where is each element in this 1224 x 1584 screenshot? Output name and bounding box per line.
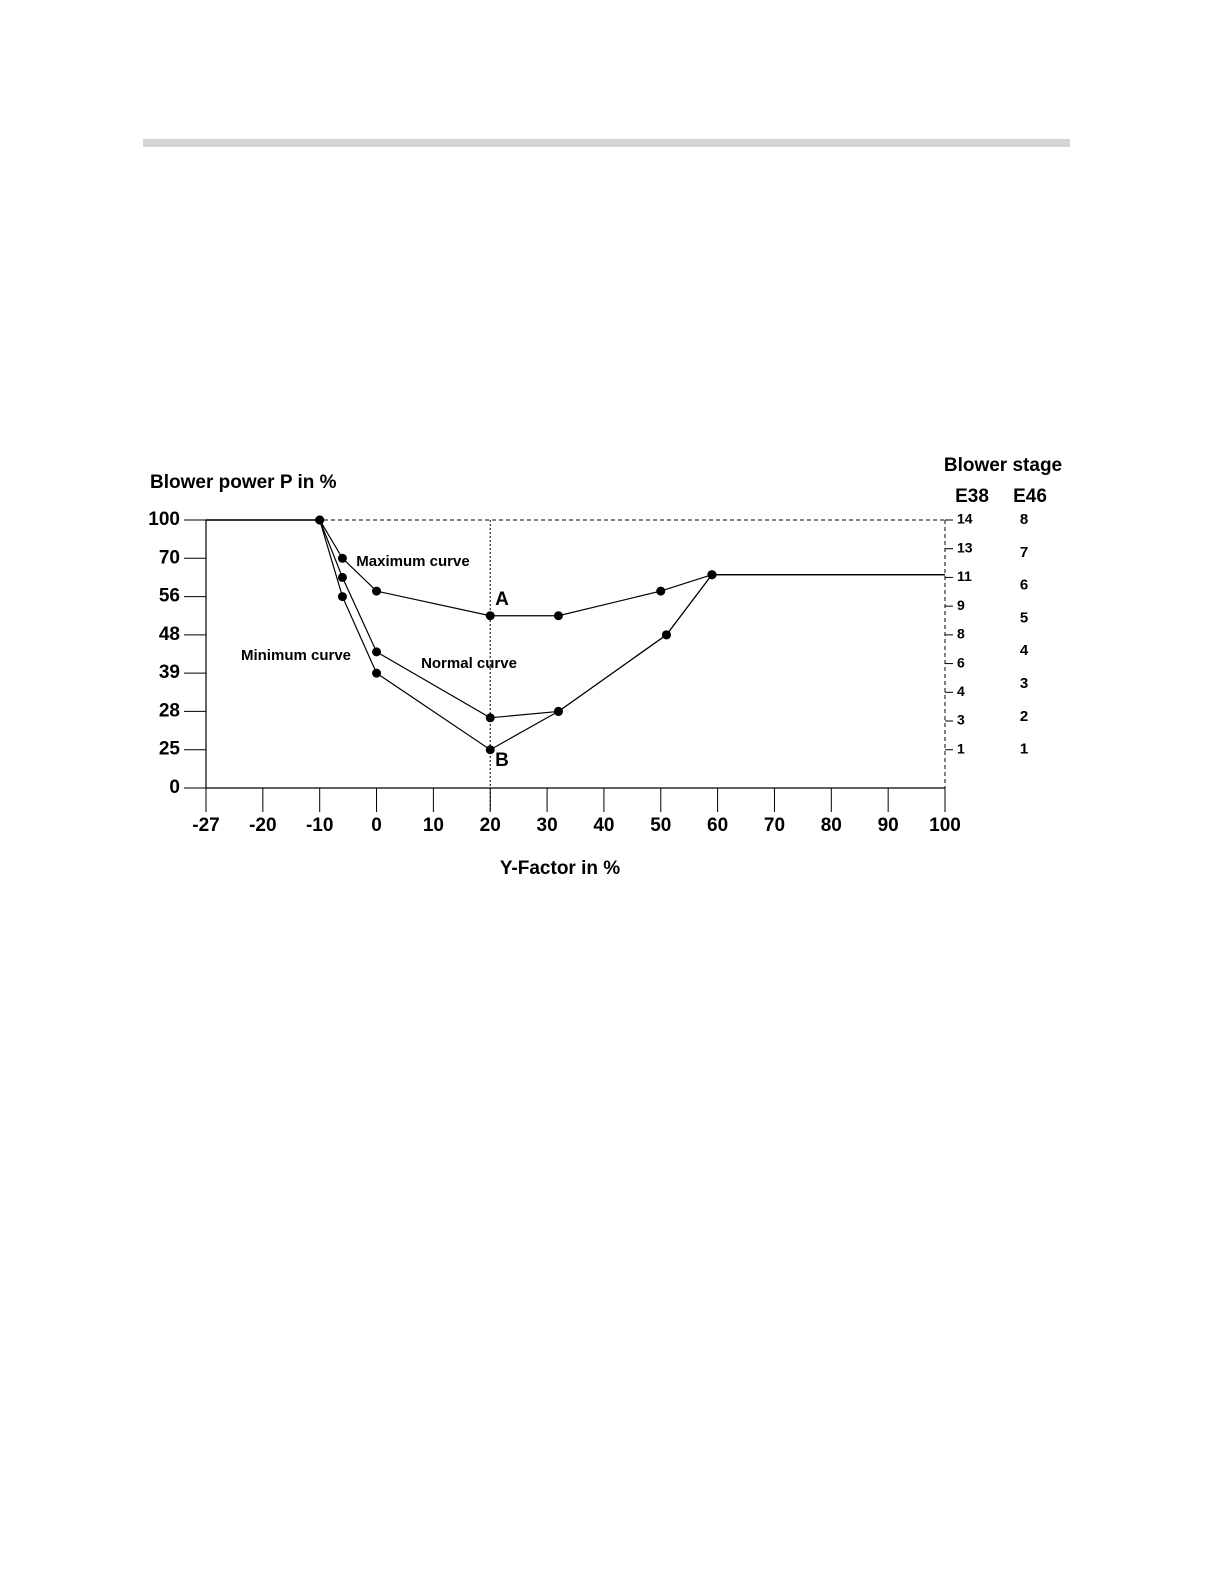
right-tick-label: 7 (1020, 544, 1028, 561)
right-tick-label: 3 (957, 712, 965, 728)
right-tick-label: 4 (957, 683, 965, 699)
x-tick-label: 90 (878, 815, 899, 836)
curve (206, 519, 945, 617)
right-tick-label: 8 (957, 626, 965, 642)
data-point (372, 647, 382, 657)
y-tick-label: 0 (169, 777, 180, 798)
data-point (661, 630, 671, 640)
y-axis-title: Blower power P in % (150, 472, 337, 493)
x-tick-label: 50 (650, 815, 671, 836)
right-tick-label: 14 (957, 511, 973, 527)
right-axis-label: E46 (1013, 486, 1047, 507)
x-tick-label: 60 (707, 815, 728, 836)
x-tick-label: 20 (480, 815, 501, 836)
right-tick-label: 2 (1020, 708, 1028, 725)
right-axis-label: E38 (955, 486, 989, 507)
data-point (337, 592, 347, 602)
data-point (485, 745, 495, 755)
x-tick-label: -10 (306, 815, 333, 836)
right-tick-label: 6 (957, 654, 965, 670)
x-tick-label: 0 (371, 815, 382, 836)
y-tick-label: 70 (159, 547, 180, 568)
data-point (707, 570, 717, 580)
point-label: B (495, 750, 509, 771)
data-point (372, 586, 382, 596)
curve-label: Maximum curve (356, 553, 469, 570)
header-rule (143, 139, 1070, 147)
y-tick-label: 48 (159, 624, 180, 645)
data-point (485, 611, 495, 621)
data-point (656, 586, 666, 596)
y-tick-label: 100 (148, 509, 180, 530)
curve-label: Normal curve (421, 655, 517, 672)
right-tick-label: 3 (1020, 675, 1028, 692)
curve-label: Minimum curve (241, 647, 351, 664)
curve (206, 519, 945, 719)
x-tick-label: 80 (821, 815, 842, 836)
x-tick-label: -20 (249, 815, 276, 836)
y-tick-label: 28 (159, 700, 180, 721)
x-tick-label: 30 (537, 815, 558, 836)
right-axis-title: Blower stage (944, 455, 1062, 476)
right-tick-label: 1 (957, 740, 965, 756)
data-point (553, 706, 563, 716)
right-tick-label: 1 (1020, 741, 1028, 758)
right-tick-label: 4 (1020, 642, 1029, 659)
x-tick-label: -27 (192, 815, 219, 836)
data-point (485, 713, 495, 723)
x-tick-label: 40 (593, 815, 614, 836)
right-tick-label: 9 (957, 597, 965, 613)
point-label: A (495, 589, 509, 610)
x-axis-title: Y-Factor in % (500, 858, 620, 879)
y-tick-label: 39 (159, 662, 180, 683)
right-tick-label: 13 (957, 539, 973, 555)
right-tick-label: 11 (957, 568, 972, 584)
y-tick-label: 25 (159, 739, 181, 760)
x-tick-label: 70 (764, 815, 785, 836)
right-tick-label: 6 (1020, 577, 1028, 594)
x-tick-label: 10 (423, 815, 444, 836)
y-tick-label: 56 (159, 586, 180, 607)
x-tick-label: 100 (929, 815, 961, 836)
data-point (553, 611, 563, 621)
right-tick-label: 5 (1020, 609, 1028, 626)
data-point (372, 668, 382, 678)
data-point (337, 572, 347, 582)
data-point (337, 553, 347, 563)
curve (206, 519, 945, 751)
data-point (315, 515, 325, 525)
right-tick-label: 8 (1020, 511, 1028, 528)
